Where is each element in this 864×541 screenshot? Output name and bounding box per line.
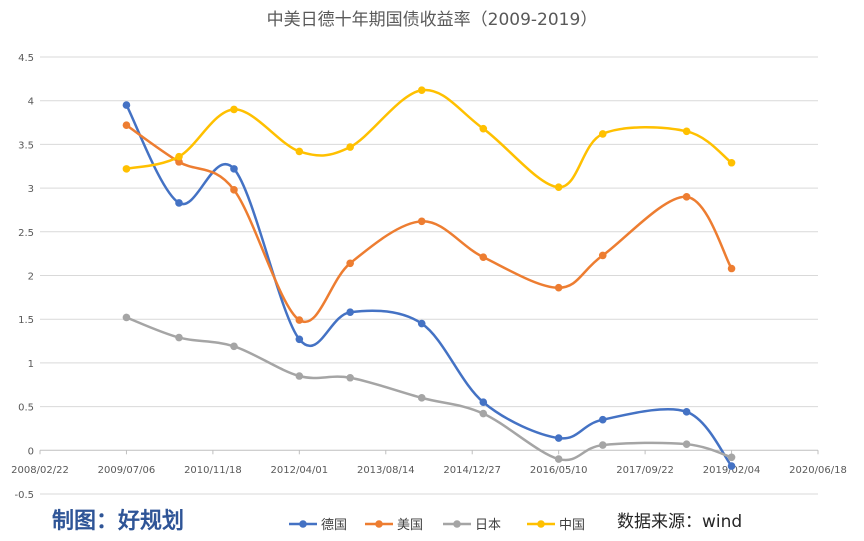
data-point [122, 165, 131, 173]
y-tick-label: 1 [28, 359, 34, 370]
x-tick-label: 2019/02/04 [703, 465, 761, 476]
data-point [554, 434, 563, 442]
legend-marker [299, 520, 307, 528]
data-point [230, 105, 238, 114]
y-tick-label: 3 [28, 184, 34, 195]
series-3 [122, 86, 736, 192]
data-point [727, 264, 736, 273]
y-tick-label: 4 [28, 97, 34, 108]
data-point [682, 408, 691, 416]
y-tick-label: 1.5 [18, 315, 34, 326]
y-tick-label: 3.5 [18, 140, 34, 151]
x-tick-label: 2012/04/01 [271, 465, 329, 476]
data-point [479, 398, 488, 407]
data-point [727, 453, 736, 462]
data-point [479, 409, 488, 418]
data-point [230, 165, 238, 173]
series-line [125, 104, 733, 467]
series-line [126, 88, 733, 189]
data-point [417, 319, 426, 328]
data-point [122, 121, 131, 129]
data-point [175, 333, 183, 342]
x-tick-label: 2009/07/06 [98, 465, 156, 476]
data-point [554, 455, 563, 463]
y-axis: 4.5 4 3.5 3 2.5 2 1.5 1 0.5 0 -0.5 [14, 53, 34, 501]
data-point [682, 193, 691, 201]
data-point [417, 217, 426, 226]
legend-label: 中国 [559, 518, 585, 533]
data-point [727, 158, 736, 167]
data-point [230, 342, 238, 351]
series-line [125, 316, 732, 462]
series-1 [122, 121, 736, 324]
data-point [122, 313, 131, 322]
credit-label: 制图：好规划 [52, 508, 184, 534]
chart-title: 中美日德十年期国债收益率（2009-2019） [267, 10, 598, 30]
data-point [554, 283, 563, 292]
legend-label: 德国 [321, 518, 347, 533]
y-tick-label: 0.5 [18, 403, 34, 414]
y-tick-label: 0 [28, 446, 34, 457]
legend-label: 美国 [397, 518, 423, 533]
grid-lines [40, 56, 818, 495]
series-2 [122, 313, 736, 463]
x-tick-label: 2016/05/10 [530, 465, 588, 476]
data-point [598, 415, 607, 424]
data-point [417, 86, 426, 95]
legend: 德国 美国 日本 中国 [289, 518, 585, 533]
data-point [295, 372, 304, 380]
x-tick-label: 2020/06/18 [789, 465, 847, 476]
series-lines [122, 86, 736, 470]
data-source-label: 数据来源：wind [617, 512, 742, 532]
legend-marker [537, 520, 545, 528]
data-point [727, 462, 736, 470]
x-tick-label: 2013/08/14 [357, 465, 415, 476]
data-point [417, 394, 426, 402]
data-point [598, 130, 607, 138]
x-axis: 2008/02/22 2009/07/06 2010/11/18 2012/04/01… [11, 450, 847, 476]
data-point [598, 251, 607, 260]
y-tick-label: -0.5 [14, 490, 34, 501]
y-tick-label: 4.5 [18, 53, 34, 64]
legend-marker [375, 520, 383, 528]
legend-marker [453, 520, 461, 528]
data-point [295, 316, 304, 324]
data-point [295, 335, 304, 344]
data-point [554, 183, 563, 192]
data-point [175, 199, 183, 207]
y-tick-label: 2.5 [18, 228, 34, 239]
x-tick-label: 2014/12/27 [443, 465, 501, 476]
series-0 [122, 101, 736, 470]
data-point [598, 441, 607, 449]
x-tick-label: 2010/11/18 [184, 465, 242, 476]
data-point [479, 124, 488, 133]
data-point [295, 147, 304, 156]
data-point [682, 127, 691, 136]
data-point [346, 143, 354, 151]
y-tick-label: 2 [28, 272, 34, 283]
legend-label: 日本 [475, 518, 501, 533]
data-point [175, 152, 183, 161]
data-point [682, 440, 691, 448]
x-tick-label: 2017/09/22 [616, 465, 674, 476]
series-line [125, 124, 733, 324]
data-point [479, 253, 488, 261]
data-point [122, 101, 131, 109]
data-point [346, 373, 354, 382]
data-point [346, 259, 354, 268]
data-point [346, 308, 354, 317]
data-point [175, 158, 183, 166]
x-tick-label: 2008/02/22 [11, 465, 69, 476]
data-point [230, 186, 238, 194]
